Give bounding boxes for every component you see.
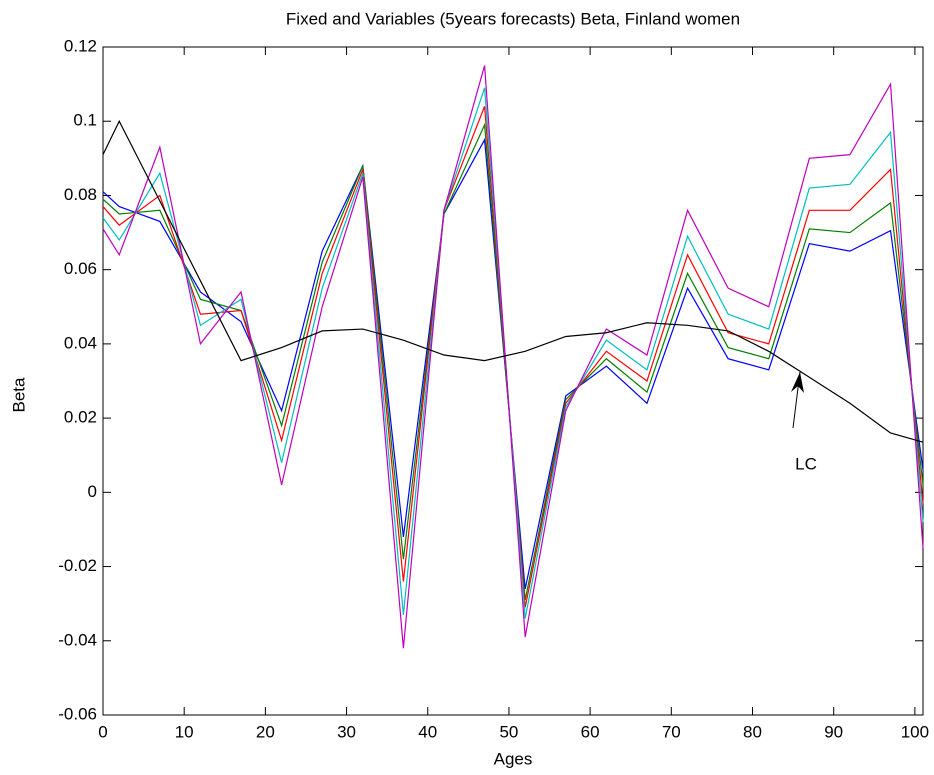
axes-box	[102, 46, 924, 716]
y-tick-label: 0.06	[64, 259, 97, 278]
y-tick-label: 0.04	[64, 333, 97, 352]
x-tick-label: 50	[499, 722, 518, 741]
x-tick-label: 40	[418, 722, 437, 741]
annotation-arrowhead	[791, 372, 804, 393]
x-tick-label: 90	[824, 722, 843, 741]
x-tick-label: 10	[175, 722, 194, 741]
x-tick-label: 80	[743, 722, 762, 741]
x-tick-label: 30	[337, 722, 356, 741]
y-tick-label: 0.08	[64, 185, 97, 204]
y-tick-label: 0.1	[73, 111, 97, 130]
y-tick-label: 0	[88, 482, 97, 501]
x-axis-label: Ages	[494, 749, 533, 768]
annotation: LC	[795, 454, 817, 473]
y-tick-label: -0.06	[58, 704, 97, 723]
y-tick-label: -0.02	[58, 556, 97, 575]
series-line	[102, 119, 924, 443]
x-tick-label: 70	[662, 722, 681, 741]
series-line	[102, 65, 924, 649]
x-tick-label: 0	[98, 722, 107, 741]
y-tick-label: 0.12	[64, 36, 97, 55]
y-tick-label: 0.02	[64, 408, 97, 427]
x-tick-label: 20	[256, 722, 275, 741]
x-tick-label: 100	[901, 722, 929, 741]
y-axis-label: Beta	[9, 377, 28, 413]
x-tick-label: 60	[581, 722, 600, 741]
chart-title: Fixed and Variables (5years forecasts) B…	[286, 9, 740, 28]
y-tick-label: -0.04	[58, 630, 97, 649]
